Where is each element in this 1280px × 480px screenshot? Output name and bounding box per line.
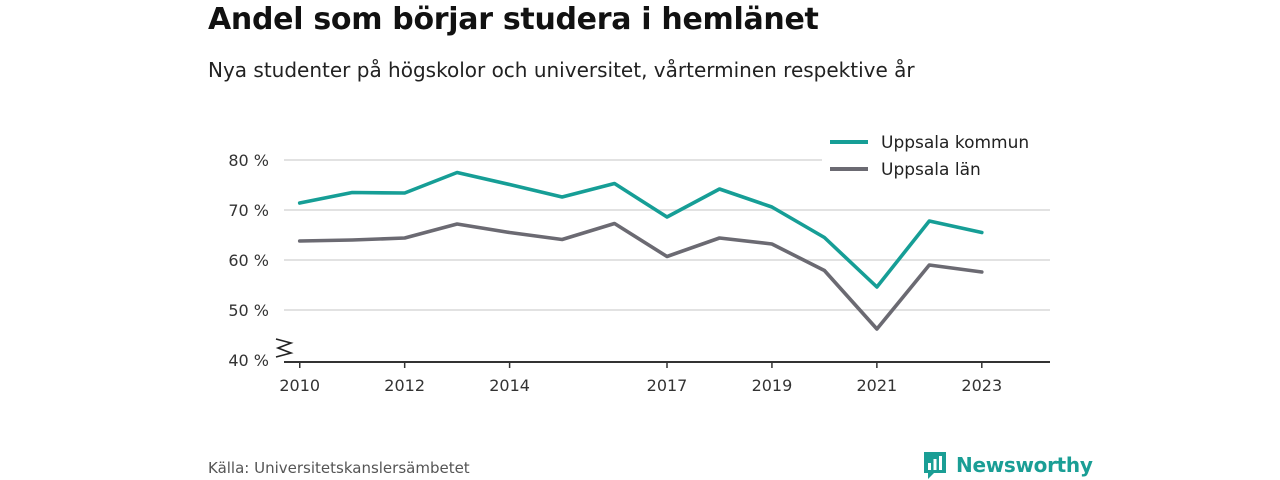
legend-background (822, 127, 1058, 185)
chart-subtitle: Nya studenter på högskolor och universit… (208, 58, 915, 82)
legend: Uppsala kommun Uppsala län (822, 127, 1058, 185)
x-tick-label: 2014 (489, 376, 530, 395)
chart-title: Andel som börjar studera i hemlänet (208, 2, 819, 37)
y-tick-label: 70 % (228, 201, 269, 220)
x-tick-label: 2017 (647, 376, 688, 395)
x-axis: 2010 2012 2014 2017 2019 2021 2023 (279, 361, 1050, 395)
brand-logo: Newsworthy (922, 450, 1093, 480)
bar-chart-icon (924, 452, 946, 479)
y-tick-label: 80 % (228, 151, 269, 170)
series-line-uppsala-kommun (297, 170, 984, 289)
x-tick-label: 2010 (279, 376, 320, 395)
x-tick-label: 2012 (384, 376, 425, 395)
series-line-uppsala-lan (297, 221, 984, 331)
axis-break-mark (275, 338, 294, 358)
x-tick-label: 2019 (752, 376, 793, 395)
x-tick-label: 2023 (961, 376, 1002, 395)
y-tick-label: 60 % (228, 251, 269, 270)
legend-label-uppsala-lan: Uppsala län (881, 160, 981, 180)
y-tick-label: 40 % (228, 351, 269, 370)
line-chart: 40 %50 %60 %70 %80 % 2010 2012 2014 2017 201… (228, 127, 1058, 395)
source-note: Källa: Universitetskanslersämbetet (208, 459, 470, 477)
legend-label-uppsala-kommun: Uppsala kommun (881, 133, 1029, 153)
brand-name: Newsworthy (956, 453, 1093, 477)
series-lines (297, 170, 984, 331)
x-tick-label: 2021 (857, 376, 898, 395)
y-tick-label: 50 % (228, 301, 269, 320)
y-axis: 40 % 50 % 60 % 70 % 80 % (228, 151, 294, 370)
